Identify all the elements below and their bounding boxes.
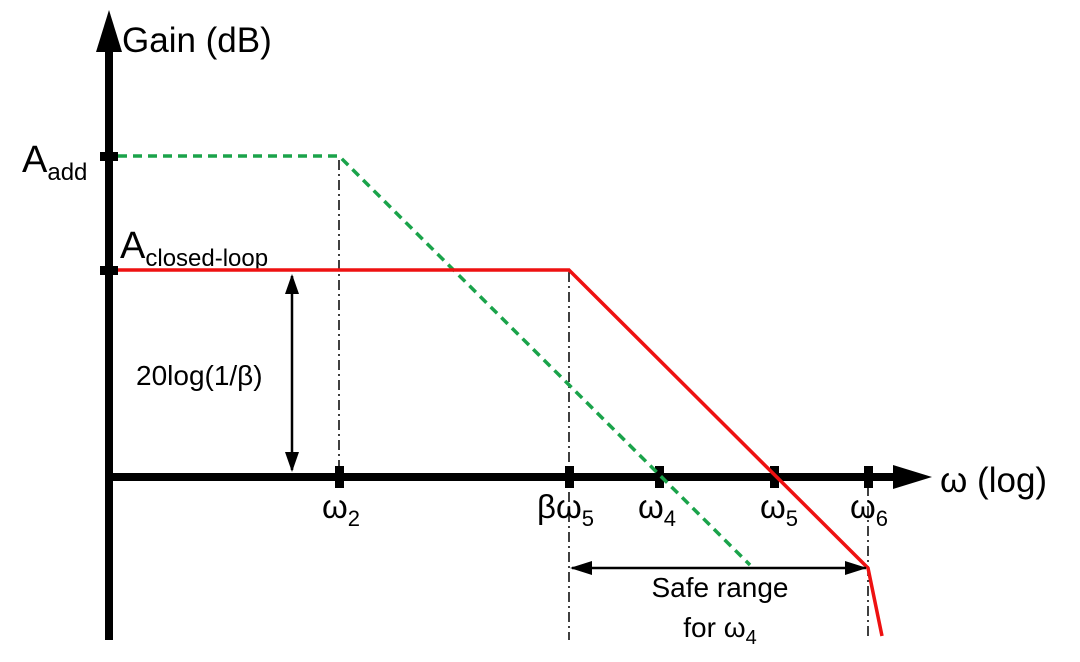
x-label-w5: ω5: [760, 488, 798, 531]
x-label-w2: ω2: [322, 488, 360, 531]
x-label-beta-w5: βω5: [537, 488, 594, 531]
safe-range-label-line2: for ω4: [683, 612, 756, 649]
safe-range-arrowhead-left: [570, 561, 592, 575]
y-tick-a-add: [100, 152, 118, 161]
feedback-gap-label: 20log(1/β): [136, 360, 263, 391]
feedback-gap-arrowhead-top: [285, 274, 299, 294]
x-tick-w6: [864, 466, 873, 488]
x-label-w6: ω6: [850, 488, 888, 531]
y-axis-arrowhead: [96, 10, 122, 52]
open-loop-gain-curve: [118, 154, 752, 567]
feedback-gap-arrowhead-bottom: [285, 452, 299, 472]
x-tick-w4: [655, 466, 664, 488]
x-axis-label: ω (log): [940, 461, 1047, 500]
x-label-w4: ω4: [638, 488, 676, 531]
closed-loop-gain-curve: [118, 268, 884, 637]
x-axis-arrowhead: [893, 465, 932, 489]
y-label-a-add: Aadd: [22, 139, 87, 186]
y-label-a-closed-loop: Aclosed-loop: [120, 225, 268, 272]
safe-range-label-line1: Safe range: [652, 572, 789, 603]
x-tick-w2: [335, 466, 344, 488]
y-tick-a-closed-loop: [100, 266, 118, 275]
safe-range-arrowhead-right: [845, 561, 867, 575]
y-axis-label: Gain (dB): [122, 21, 272, 60]
